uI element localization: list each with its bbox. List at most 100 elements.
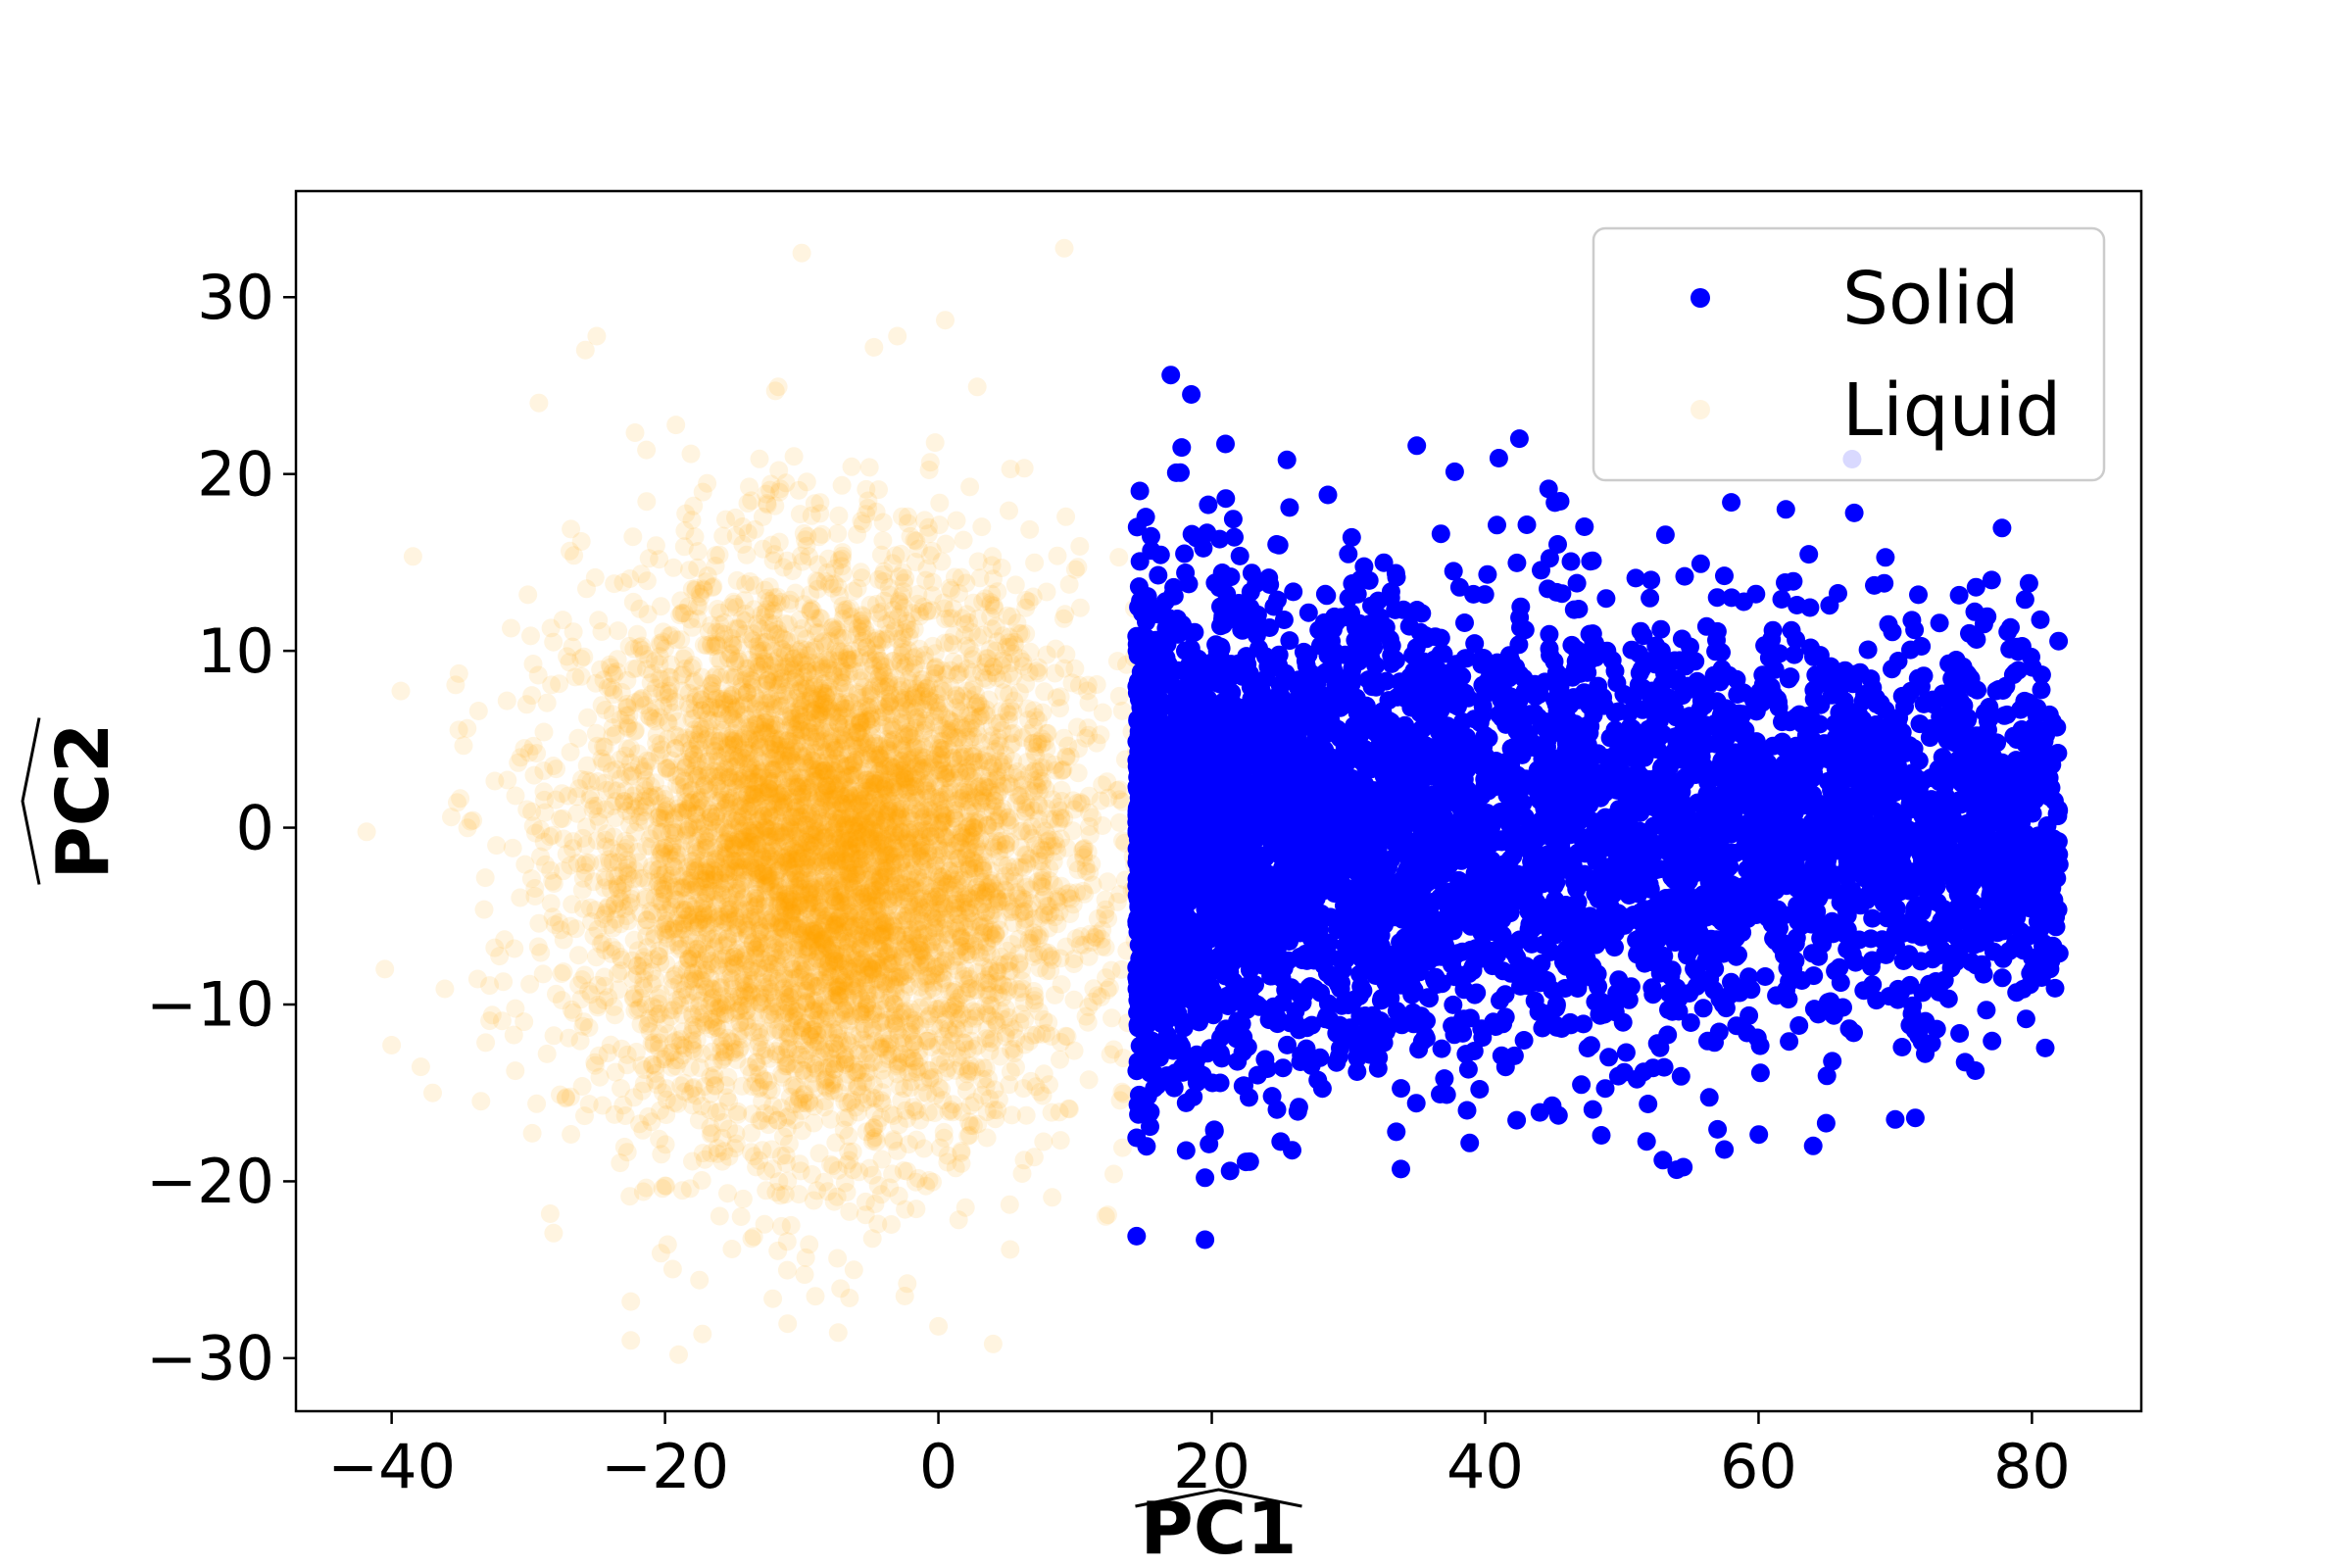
liquid-point bbox=[892, 735, 911, 755]
liquid-point bbox=[870, 803, 890, 822]
liquid-point bbox=[942, 869, 961, 889]
liquid-point bbox=[726, 700, 746, 719]
liquid-point bbox=[935, 786, 955, 805]
liquid-point bbox=[920, 818, 940, 838]
liquid-point bbox=[900, 627, 919, 647]
liquid-point bbox=[820, 873, 840, 893]
liquid-point bbox=[1029, 852, 1049, 871]
liquid-point bbox=[739, 762, 759, 782]
liquid-point bbox=[910, 998, 930, 1017]
liquid-point bbox=[1004, 632, 1024, 652]
liquid-point bbox=[956, 983, 976, 1003]
liquid-point bbox=[833, 610, 853, 628]
liquid-point bbox=[647, 725, 666, 745]
liquid-point bbox=[920, 453, 940, 472]
liquid-point bbox=[732, 713, 752, 733]
liquid-point bbox=[794, 971, 813, 991]
liquid-point bbox=[919, 941, 939, 960]
liquid-point bbox=[886, 546, 906, 565]
liquid-point bbox=[720, 900, 740, 918]
liquid-point bbox=[787, 777, 807, 797]
liquid-point bbox=[662, 1259, 682, 1279]
liquid-point bbox=[760, 774, 779, 794]
liquid-point bbox=[506, 999, 525, 1018]
liquid-point bbox=[898, 753, 917, 772]
liquid-point bbox=[748, 787, 767, 807]
liquid-point bbox=[1034, 1132, 1054, 1152]
series-liquid bbox=[357, 238, 1147, 1364]
liquid-point bbox=[615, 762, 635, 782]
liquid-point bbox=[1025, 553, 1045, 572]
liquid-point bbox=[747, 1011, 765, 1031]
liquid-point bbox=[748, 895, 767, 914]
liquid-point bbox=[630, 691, 650, 710]
liquid-point bbox=[577, 579, 596, 599]
liquid-point bbox=[710, 1000, 730, 1018]
liquid-point bbox=[844, 878, 863, 898]
liquid-point bbox=[845, 816, 864, 836]
liquid-point bbox=[932, 937, 952, 956]
liquid-point bbox=[972, 662, 992, 682]
liquid-point bbox=[1102, 960, 1121, 980]
liquid-point bbox=[839, 752, 858, 771]
liquid-point bbox=[633, 1120, 653, 1140]
liquid-point bbox=[809, 1002, 828, 1021]
liquid-point bbox=[391, 681, 411, 701]
liquid-point bbox=[765, 1004, 784, 1023]
liquid-point bbox=[932, 1080, 952, 1100]
liquid-point bbox=[867, 902, 887, 921]
liquid-point bbox=[816, 846, 836, 864]
liquid-point bbox=[1070, 598, 1090, 617]
liquid-point bbox=[832, 475, 852, 495]
liquid-point bbox=[774, 558, 793, 577]
liquid-point bbox=[731, 682, 751, 702]
liquid-point bbox=[476, 1033, 496, 1053]
liquid-point bbox=[775, 978, 794, 998]
liquid-point bbox=[627, 956, 647, 975]
liquid-point bbox=[629, 638, 649, 657]
liquid-point bbox=[727, 879, 747, 899]
liquid-point bbox=[776, 1004, 796, 1023]
liquid-point bbox=[623, 527, 643, 547]
liquid-point bbox=[561, 541, 579, 561]
liquid-point bbox=[554, 962, 573, 982]
liquid-point bbox=[916, 570, 936, 590]
points-layer bbox=[357, 238, 2069, 1364]
liquid-point bbox=[787, 999, 807, 1018]
liquid-point bbox=[749, 800, 768, 819]
liquid-point bbox=[527, 1094, 547, 1113]
liquid-point bbox=[915, 710, 935, 730]
liquid-point bbox=[844, 1260, 863, 1280]
liquid-point bbox=[906, 889, 926, 908]
liquid-point bbox=[1016, 1105, 1036, 1125]
liquid-point bbox=[812, 524, 832, 544]
liquid-point bbox=[948, 728, 967, 748]
liquid-point bbox=[954, 893, 972, 912]
liquid-point bbox=[700, 905, 719, 924]
liquid-point bbox=[853, 855, 872, 873]
liquid-point bbox=[830, 1083, 849, 1102]
liquid-point bbox=[880, 1034, 900, 1054]
liquid-point bbox=[781, 710, 801, 728]
liquid-point bbox=[696, 730, 715, 750]
liquid-point bbox=[873, 531, 893, 550]
liquid-point bbox=[895, 767, 914, 787]
liquid-point bbox=[724, 736, 744, 756]
liquid-point bbox=[687, 731, 707, 751]
liquid-point bbox=[852, 807, 871, 825]
liquid-point bbox=[742, 1229, 761, 1249]
liquid-point bbox=[715, 912, 735, 932]
liquid-point bbox=[954, 530, 973, 550]
liquid-point bbox=[411, 1057, 430, 1077]
liquid-point bbox=[1041, 903, 1060, 922]
liquid-point bbox=[749, 811, 767, 831]
liquid-point bbox=[1001, 637, 1020, 657]
liquid-point bbox=[763, 994, 783, 1012]
liquid-point bbox=[710, 858, 730, 877]
liquid-point bbox=[814, 829, 834, 848]
liquid-point bbox=[781, 1215, 801, 1235]
liquid-point bbox=[874, 853, 894, 872]
liquid-point bbox=[766, 1020, 786, 1040]
liquid-point bbox=[925, 433, 945, 453]
liquid-point bbox=[763, 601, 783, 620]
